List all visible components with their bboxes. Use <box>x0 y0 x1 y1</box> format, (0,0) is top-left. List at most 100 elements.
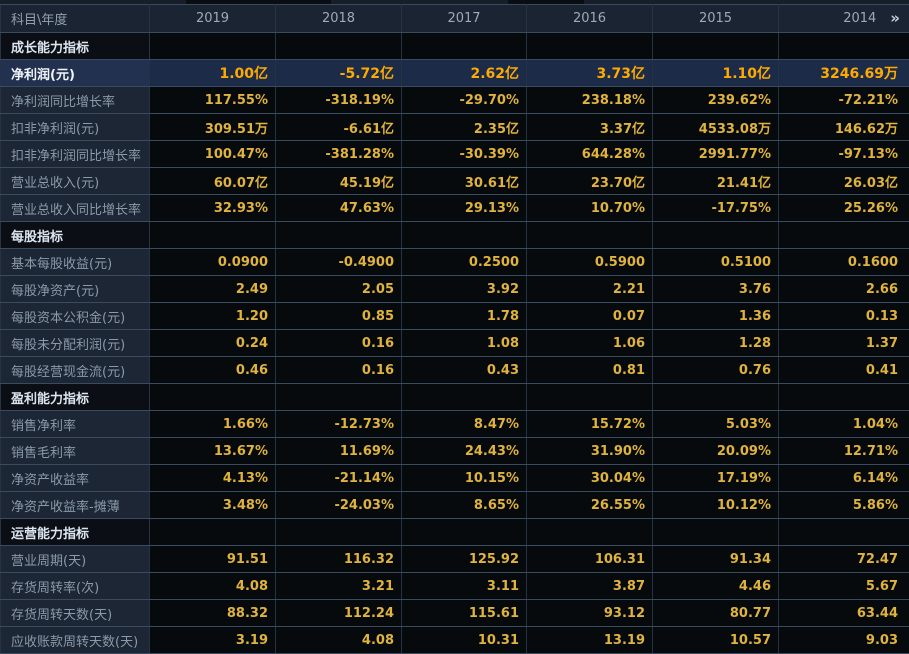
table-row[interactable]: 营业周期(天) 91.51 116.32 125.92 106.31 91.34 72.47 <box>0 545 909 573</box>
value-cell: 2.21 <box>526 275 653 303</box>
value-cell: 4.08 <box>149 572 276 600</box>
value-cell: 63.44 <box>778 599 909 627</box>
table-row[interactable]: 营业总收入(元) 60.07亿 45.19亿 30.61亿 23.70亿 21.41亿 26… <box>0 167 909 195</box>
value-cell <box>778 518 909 546</box>
table-row[interactable]: 应收账款周转天数(天) 3.19 4.08 10.31 13.19 10.57 9.03 <box>0 626 909 654</box>
row-label: 扣非净利润同比增长率 <box>0 140 150 168</box>
value-cell: 0.41 <box>778 356 909 384</box>
value-cell: 0.81 <box>526 356 653 384</box>
value-cell: 5.86% <box>778 491 909 519</box>
value-cell: 644.28% <box>526 140 653 168</box>
value-cell: 80.77 <box>652 599 779 627</box>
value-cell: -6.61亿 <box>275 113 402 141</box>
value-cell: 116.32 <box>275 545 402 573</box>
value-cell: 8.65% <box>401 491 527 519</box>
value-cell: -24.03% <box>275 491 402 519</box>
value-cell: 0.85 <box>275 302 402 330</box>
row-label: 扣非净利润(元) <box>0 113 150 141</box>
value-cell <box>275 221 402 249</box>
value-cell: 60.07亿 <box>149 167 276 195</box>
table-row[interactable]: 销售毛利率 13.67% 11.69% 24.43% 31.90% 20.09% 12.71… <box>0 437 909 465</box>
table-row[interactable]: 每股未分配利润(元) 0.24 0.16 1.08 1.06 1.28 1.37 <box>0 329 909 357</box>
value-cell <box>778 383 909 411</box>
value-cell: 0.43 <box>401 356 527 384</box>
value-cell: 4.13% <box>149 464 276 492</box>
value-cell: 24.43% <box>401 437 527 465</box>
table-row[interactable]: 净资产收益率 4.13% -21.14% 10.15% 30.04% 17.19% 6.14… <box>0 464 909 492</box>
value-cell: 309.51万 <box>149 113 276 141</box>
table-row[interactable]: 净利润(元) 1.00亿 -5.72亿 2.62亿 3.73亿 1.10亿 3246.69万 <box>0 59 909 87</box>
section-header-row[interactable]: 盈利能力指标 <box>0 383 909 411</box>
value-cell: 0.0900 <box>149 248 276 276</box>
value-cell: 72.47 <box>778 545 909 573</box>
table-row[interactable]: 每股净资产(元) 2.49 2.05 3.92 2.21 3.76 2.66 <box>0 275 909 303</box>
row-label: 净利润同比增长率 <box>0 86 150 114</box>
value-cell: 47.63% <box>275 194 402 222</box>
top-strip <box>0 0 909 4</box>
row-label: 净资产收益率 <box>0 464 150 492</box>
value-cell: 2.49 <box>149 275 276 303</box>
section-header-row[interactable]: 成长能力指标 <box>0 32 909 60</box>
year-label: 2014 <box>843 11 877 26</box>
year-header-2014: 2014 » <box>778 4 909 33</box>
value-cell: 88.32 <box>149 599 276 627</box>
value-cell: 26.03亿 <box>778 167 909 195</box>
value-cell: 3.73亿 <box>526 59 653 87</box>
value-cell: 8.47% <box>401 410 527 438</box>
value-cell: -29.70% <box>401 86 527 114</box>
value-cell: 1.06 <box>526 329 653 357</box>
value-cell: 23.70亿 <box>526 167 653 195</box>
value-cell: 238.18% <box>526 86 653 114</box>
value-cell <box>778 32 909 60</box>
year-header-2015: 2015 <box>652 4 779 33</box>
value-cell: -5.72亿 <box>275 59 402 87</box>
value-cell: 3.76 <box>652 275 779 303</box>
value-cell: 21.41亿 <box>652 167 779 195</box>
table-row[interactable]: 扣非净利润(元) 309.51万 -6.61亿 2.35亿 3.37亿 4533.08万 1… <box>0 113 909 141</box>
value-cell: 45.19亿 <box>275 167 402 195</box>
value-cell: 0.5900 <box>526 248 653 276</box>
value-cell: 0.1600 <box>778 248 909 276</box>
section-label: 每股指标 <box>0 221 150 249</box>
value-cell: 1.00亿 <box>149 59 276 87</box>
value-cell: 0.2500 <box>401 248 527 276</box>
row-label: 每股经营现金流(元) <box>0 356 150 384</box>
table-row[interactable]: 每股资本公积金(元) 1.20 0.85 1.78 0.07 1.36 0.13 <box>0 302 909 330</box>
table-row[interactable]: 每股经营现金流(元) 0.46 0.16 0.43 0.81 0.76 0.41 <box>0 356 909 384</box>
table-row[interactable]: 净利润同比增长率 117.55% -318.19% -29.70% 238.18% 239… <box>0 86 909 114</box>
value-cell: 1.66% <box>149 410 276 438</box>
value-cell <box>275 32 402 60</box>
value-cell: 20.09% <box>652 437 779 465</box>
value-cell: -381.28% <box>275 140 402 168</box>
table-row[interactable]: 净资产收益率-摊薄 3.48% -24.03% 8.65% 26.55% 10.12% 5.… <box>0 491 909 519</box>
value-cell: 146.62万 <box>778 113 909 141</box>
section-header-row[interactable]: 运营能力指标 <box>0 518 909 546</box>
value-cell: 0.5100 <box>652 248 779 276</box>
row-label: 营业周期(天) <box>0 545 150 573</box>
section-label: 运营能力指标 <box>0 518 150 546</box>
table-row[interactable]: 扣非净利润同比增长率 100.47% -381.28% -30.39% 644.28% 2… <box>0 140 909 168</box>
value-cell: 1.37 <box>778 329 909 357</box>
value-cell: 3.21 <box>275 572 402 600</box>
table-row[interactable]: 基本每股收益(元) 0.0900 -0.4900 0.2500 0.5900 0.5100… <box>0 248 909 276</box>
section-header-row[interactable]: 每股指标 <box>0 221 909 249</box>
value-cell <box>149 32 276 60</box>
row-label: 每股资本公积金(元) <box>0 302 150 330</box>
value-cell: 9.03 <box>778 626 909 654</box>
value-cell: 3.11 <box>401 572 527 600</box>
table-row[interactable]: 销售净利率 1.66% -12.73% 8.47% 15.72% 5.03% 1.04% <box>0 410 909 438</box>
value-cell: 2991.77% <box>652 140 779 168</box>
table-row[interactable]: 存货周转率(次) 4.08 3.21 3.11 3.87 4.46 5.67 <box>0 572 909 600</box>
value-cell: 4.08 <box>275 626 402 654</box>
value-cell: -21.14% <box>275 464 402 492</box>
value-cell: 91.51 <box>149 545 276 573</box>
table-row[interactable]: 存货周转天数(天) 88.32 112.24 115.61 93.12 80.77 63.4… <box>0 599 909 627</box>
value-cell: 1.28 <box>652 329 779 357</box>
row-label: 每股净资产(元) <box>0 275 150 303</box>
value-cell: 10.12% <box>652 491 779 519</box>
table-row[interactable]: 营业总收入同比增长率 32.93% 47.63% 29.13% 10.70% -17.75… <box>0 194 909 222</box>
more-years-chevron-icon[interactable]: » <box>890 9 900 27</box>
table-header-row: 科目\年度 2019 2018 2017 2016 2015 2014 » <box>0 4 909 33</box>
value-cell: 115.61 <box>401 599 527 627</box>
